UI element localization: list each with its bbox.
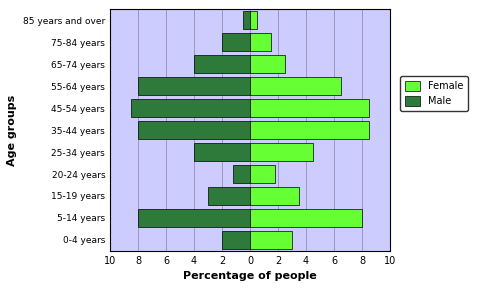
Bar: [138, 209, 250, 227]
Bar: [250, 33, 271, 51]
X-axis label: Percentage of people: Percentage of people: [183, 271, 317, 281]
Bar: [250, 11, 257, 29]
Bar: [250, 187, 299, 205]
Bar: [250, 55, 285, 73]
Bar: [250, 143, 313, 161]
Bar: [222, 231, 250, 249]
Y-axis label: Age groups: Age groups: [8, 95, 18, 166]
Bar: [138, 77, 250, 95]
Bar: [222, 33, 250, 51]
Bar: [131, 99, 250, 117]
Bar: [194, 55, 250, 73]
Bar: [208, 187, 250, 205]
Bar: [243, 11, 250, 29]
Bar: [138, 121, 250, 139]
Legend: Female, Male: Female, Male: [400, 76, 468, 111]
Bar: [194, 143, 250, 161]
Bar: [250, 231, 292, 249]
Bar: [250, 121, 369, 139]
Bar: [233, 165, 250, 183]
Bar: [250, 209, 362, 227]
Bar: [250, 99, 369, 117]
Bar: [250, 77, 341, 95]
Bar: [250, 165, 275, 183]
